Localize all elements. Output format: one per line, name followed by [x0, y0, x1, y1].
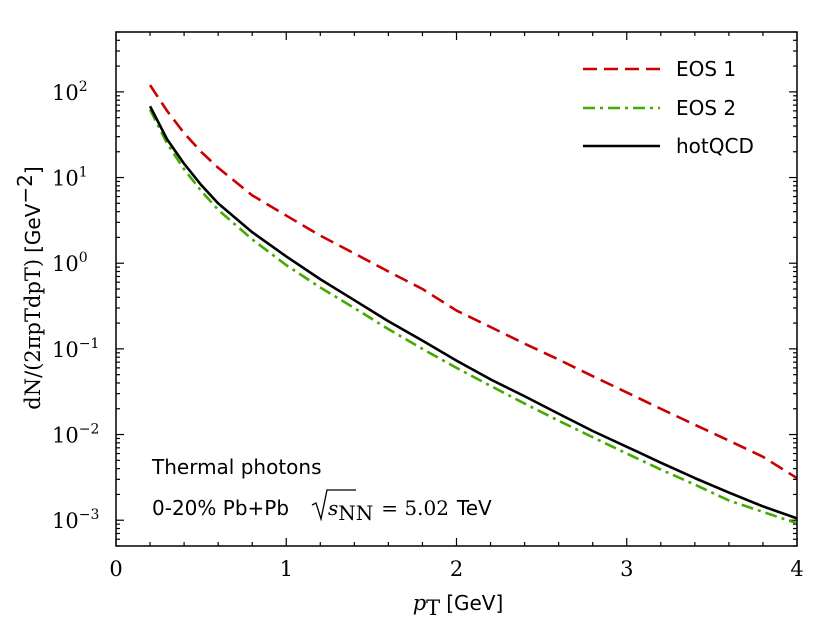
- legend-label-hotqcd: hotQCD: [676, 134, 754, 158]
- sqrt-content: sNN = 5.02 TeV: [328, 496, 492, 525]
- legend: EOS 1 EOS 2 hotQCD: [583, 57, 754, 158]
- annotation-line-2: 0-20% Pb+Pb: [152, 496, 289, 520]
- y-tick-label: 10−3: [52, 507, 99, 533]
- legend-label-eos2: EOS 2: [676, 96, 736, 120]
- annotation: Thermal photons 0-20% Pb+Pb sNN = 5.02 TeV: [151, 455, 492, 525]
- sqrt-s-nn: sNN = 5.02 TeV: [311, 489, 492, 525]
- x-tick-label: 2: [450, 557, 463, 581]
- y-tick-label: 10−1: [52, 336, 99, 362]
- y-tick-labels: 102 101 100 10−1 10−2 10−3: [52, 79, 99, 533]
- x-tick-label: 3: [620, 557, 633, 581]
- x-axis-title: pT [GeV]: [413, 591, 504, 620]
- series-layer: [148, 84, 798, 525]
- y-axis-title: dN/(2πpTdpT)[GeV−2]: [13, 166, 45, 409]
- x-tick-label: 4: [790, 557, 803, 581]
- x-tick-label: 0: [109, 557, 122, 581]
- legend-label-eos1: EOS 1: [676, 57, 736, 81]
- sqrt-sign: [311, 489, 356, 522]
- y-tick-label: 100: [52, 250, 88, 276]
- x-tick-label: 1: [280, 557, 293, 581]
- series-line-hotqcd: [148, 105, 798, 520]
- y-tick-label: 102: [52, 79, 88, 105]
- plot-frame: [115, 31, 798, 547]
- series-line-eos-2: [148, 109, 798, 525]
- y-tick-label: 10−2: [52, 422, 99, 448]
- y-tick-label: 101: [52, 165, 88, 191]
- series-line-eos-1: [148, 84, 798, 480]
- x-tick-labels: 0 1 2 3 4: [109, 557, 803, 581]
- annotation-line-1: Thermal photons: [151, 455, 322, 479]
